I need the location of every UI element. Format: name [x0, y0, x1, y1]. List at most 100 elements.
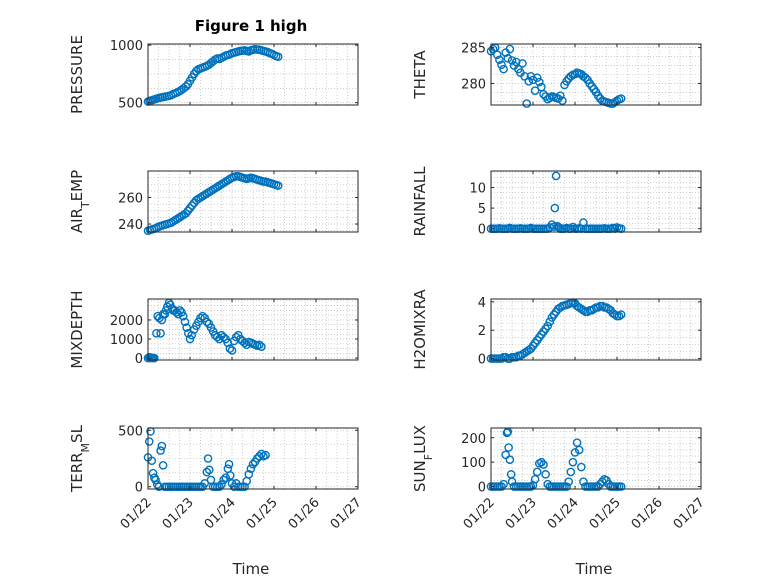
data-point — [543, 321, 553, 331]
data-point — [579, 477, 588, 486]
data-point — [240, 482, 249, 492]
axes-box — [490, 427, 702, 490]
subplot-terr-msl: 0 500 TERRMSL 01/22 01/23 01/24 01/25 01/26 01/2… — [68, 424, 365, 532]
data-point — [593, 482, 603, 491]
data-point — [547, 220, 557, 229]
x-tick-label: 01/23 — [503, 495, 540, 532]
data-point — [556, 91, 565, 100]
data-point — [550, 203, 560, 213]
axes-box — [147, 427, 359, 490]
x-tick-label: 01/23 — [160, 495, 197, 532]
subplot-mixdepth: 0 1000 2000 MIXDEPTH — [68, 290, 359, 369]
data-point — [156, 329, 165, 338]
data-point — [570, 448, 580, 457]
y-axis-label: AIRTEMP — [68, 170, 92, 233]
x-tick-label: 01/27 — [671, 495, 708, 532]
y-tick-label: 0 — [135, 481, 143, 496]
y-tick-label: 4 — [478, 296, 486, 311]
y-tick-label: 280 — [461, 77, 486, 92]
data-point — [261, 450, 270, 460]
data-point — [570, 69, 580, 79]
data-point — [181, 82, 191, 91]
data-point — [501, 352, 511, 362]
x-tick-label: 01/22 — [118, 495, 155, 532]
y-tick-label: 5 — [478, 202, 486, 217]
data-point — [593, 303, 603, 312]
x-tick-label: 01/27 — [328, 495, 365, 532]
data-point — [205, 465, 214, 475]
data-point — [595, 479, 605, 489]
data-point — [227, 346, 237, 355]
y-tick-label: 100 — [461, 456, 486, 471]
data-point — [497, 60, 506, 70]
data-point — [273, 52, 283, 61]
data-point — [492, 50, 502, 60]
y-axis-label: THETA — [411, 50, 429, 100]
subplot-theta: 280 285 THETA — [411, 42, 702, 108]
data-point — [495, 55, 504, 65]
data-point — [215, 482, 224, 492]
data-point — [545, 317, 555, 326]
x-tick-label: 01/26 — [286, 495, 323, 532]
data-point — [254, 340, 264, 350]
y-tick-label: 500 — [118, 97, 143, 112]
subplot-h2omixra: 0 2 4 H2OMIXRA — [411, 289, 702, 370]
data-point — [532, 73, 542, 83]
data-point — [579, 306, 588, 315]
y-tick-label: 0 — [478, 353, 486, 368]
y-axis-label: H2OMIXRA — [411, 289, 429, 370]
data-point — [535, 77, 544, 87]
data-point — [248, 459, 258, 469]
data-point — [539, 89, 548, 99]
data-point — [541, 470, 550, 479]
data-point — [191, 66, 201, 76]
subplot-rainfall: 0 5 10 RAINFALL — [411, 166, 702, 238]
data-point — [231, 332, 241, 342]
subplot-sun-flux: 0 100 200 SUNFLUX 01/22 01/23 01/24 01/25 01/26 0… — [411, 425, 708, 532]
data-point — [202, 317, 212, 327]
axes-box — [147, 298, 359, 361]
data-point — [257, 342, 266, 351]
y-tick-label: 285 — [461, 42, 486, 57]
data-point — [202, 467, 212, 477]
data-point — [221, 473, 230, 483]
data-point — [507, 56, 517, 65]
data-point — [240, 338, 249, 348]
data-point — [530, 86, 540, 95]
axes-box — [147, 43, 359, 106]
data-point — [532, 467, 542, 477]
data-point — [499, 479, 508, 489]
y-axis-label: MIXDEPTH — [68, 290, 86, 368]
data-point — [198, 311, 207, 321]
data-point — [152, 480, 162, 489]
data-point — [545, 93, 555, 103]
data-point — [144, 437, 154, 446]
data-point — [551, 171, 561, 181]
data-point — [568, 222, 578, 232]
figure-title: Figure 1 high — [195, 17, 308, 35]
data-point — [537, 457, 546, 467]
y-tick-label: 2000 — [110, 314, 143, 329]
data-point — [151, 475, 160, 485]
axes-box — [147, 170, 359, 233]
data-point — [616, 310, 626, 319]
y-tick-label: 0 — [478, 223, 486, 238]
data-point — [152, 329, 161, 338]
data-point — [507, 477, 517, 486]
data-point — [224, 459, 234, 469]
data-point — [610, 310, 620, 319]
x-axis-label-left: Time — [232, 560, 270, 578]
data-point — [178, 311, 188, 321]
data-point — [219, 475, 228, 485]
data-point — [520, 71, 529, 81]
data-point — [566, 71, 576, 81]
x-tick-label: 01/25 — [244, 495, 281, 532]
data-point — [518, 59, 527, 68]
y-tick-label: 0 — [135, 352, 143, 367]
data-point — [273, 181, 283, 190]
y-tick-label: 240 — [118, 218, 143, 233]
data-point — [564, 477, 574, 486]
data-point — [488, 44, 498, 54]
